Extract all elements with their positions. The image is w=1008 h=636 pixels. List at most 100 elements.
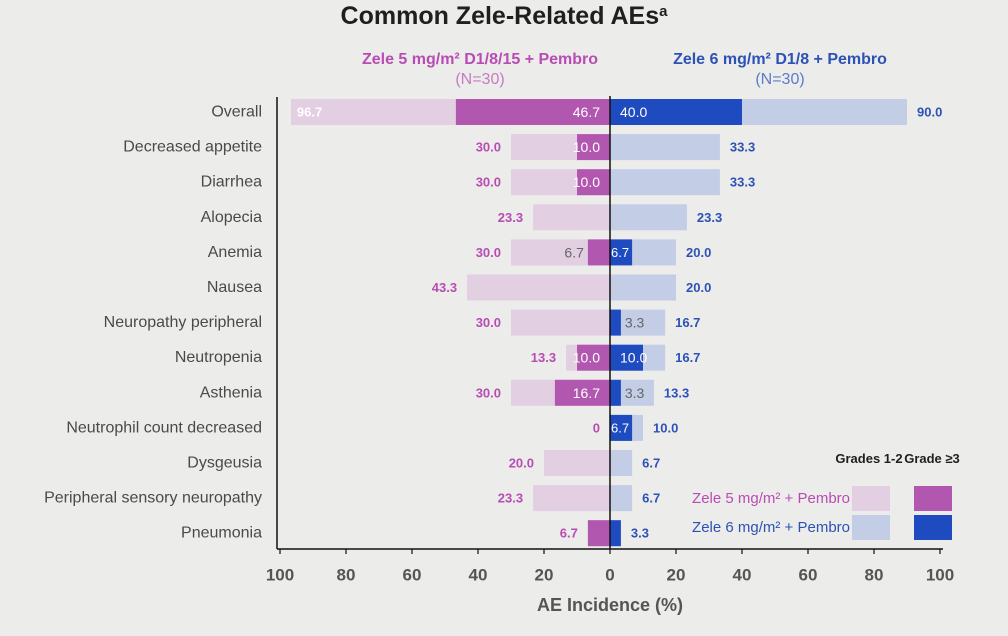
bar-left-grades-12	[533, 485, 610, 512]
grade3-label-right: 10.0	[620, 350, 647, 366]
grade3-label-left: 10.0	[573, 350, 600, 366]
total-label-left: 23.3	[498, 491, 523, 506]
total-label-left: 30.0	[476, 245, 501, 260]
category-label: Overall	[211, 104, 262, 121]
category-label: Neutropenia	[175, 349, 262, 366]
x-tick-label: 80	[337, 566, 356, 585]
total-label-right: 23.3	[697, 210, 722, 225]
bar-right-grade-3	[610, 344, 643, 371]
grade3-label-left: 46.7	[573, 104, 600, 120]
x-tick-label: 40	[733, 566, 752, 585]
x-tick-label: 80	[865, 566, 884, 585]
legend-right-label: Zele 6 mg/m² + Pembro	[692, 519, 850, 536]
title-footnote: a	[659, 3, 668, 20]
category-label: Neutrophil count decreased	[66, 419, 262, 436]
bar-left-grades-12	[533, 204, 610, 231]
total-label-right: 20.0	[686, 245, 711, 260]
legend-grades-12-header: Grades 1-2	[835, 451, 903, 466]
legend-left-label: Zele 5 mg/m² + Pembro	[692, 490, 850, 507]
x-tick-label: 40	[469, 566, 488, 585]
total-label-right: 10.0	[653, 420, 678, 435]
bar-left-grade-3	[587, 520, 610, 547]
total-label-right: 13.3	[664, 385, 689, 400]
bar-left-grade-3	[455, 99, 610, 125]
category-label: Nausea	[207, 279, 262, 296]
grade3-label-right: 6.7	[611, 245, 629, 260]
bar-right-grades-12	[610, 274, 676, 301]
total-label-left: 23.3	[498, 210, 523, 225]
category-label: Pneumonia	[181, 525, 262, 542]
left-arm-header: Zele 5 mg/m² D1/8/15 + Pembro (N=30)	[330, 50, 630, 90]
category-label: Diarrhea	[201, 174, 262, 191]
category-label: Decreased appetite	[123, 139, 262, 156]
category-label: Asthenia	[200, 384, 262, 401]
grade3-label-right: 3.3	[625, 385, 645, 401]
bar-left-grade-3	[577, 169, 610, 196]
x-tick-label: 0	[605, 566, 614, 585]
total-label-right: 6.7	[642, 491, 660, 506]
bar-left-grades-12	[511, 309, 610, 336]
bar-right-grades-12	[610, 204, 687, 231]
legend-grade-3-header: Grade ≥3	[904, 451, 960, 466]
total-label-right: 20.0	[686, 280, 711, 295]
total-label-left: 30.0	[476, 315, 501, 330]
bar-left-grade-3	[577, 134, 610, 161]
bar-right-grades-12	[610, 169, 720, 196]
x-axis-title: AE Incidence (%)	[537, 595, 683, 615]
total-label-left: 30.0	[476, 140, 501, 155]
bar-right-grade-3	[610, 379, 621, 406]
bar-right-grades-12	[610, 485, 633, 512]
total-label-left: 96.7	[297, 105, 322, 120]
total-label-right: 33.3	[730, 140, 755, 155]
bar-left-grade-3	[577, 344, 610, 371]
bar-left-grades-12	[467, 274, 610, 301]
category-label: Anemia	[208, 244, 262, 261]
bar-left-grades-12	[544, 450, 610, 476]
x-tick-label: 20	[535, 566, 554, 585]
category-label: Peripheral sensory neuropathy	[44, 490, 262, 507]
bar-left-grade-3	[587, 239, 610, 266]
bar-right-grade-3	[610, 414, 633, 441]
x-tick-label: 60	[799, 566, 818, 585]
total-label-left: 30.0	[476, 385, 501, 400]
total-label-right: 90.0	[917, 105, 942, 120]
bar-right-grades-12	[610, 134, 720, 161]
grade3-label-left: 6.7	[564, 244, 584, 260]
total-label-right: 16.7	[675, 350, 700, 365]
right-arm-n: (N=30)	[755, 71, 805, 88]
total-label-right: 33.3	[730, 175, 755, 190]
chart-title: Common Zele-Related AEsa	[0, 2, 1008, 31]
category-label: Dysgeusia	[187, 455, 262, 472]
left-arm-n: (N=30)	[455, 71, 505, 88]
bar-right-grade-3	[610, 309, 621, 336]
right-arm-header: Zele 6 mg/m² D1/8 + Pembro (N=30)	[630, 50, 930, 90]
total-label-left: 13.3	[531, 350, 556, 365]
x-tick-label: 100	[266, 566, 294, 585]
bar-left-grade-3	[554, 379, 610, 406]
x-tick-label: 100	[926, 566, 954, 585]
grade3-label-right: 40.0	[620, 104, 647, 120]
category-label: Alopecia	[201, 209, 262, 226]
bar-right-grade-3	[610, 520, 621, 547]
grade3-label-left: 16.7	[573, 385, 600, 401]
grade3-label-left: 10.0	[573, 174, 600, 190]
bar-right-grade-3	[610, 239, 633, 266]
total-label-left: 0	[593, 420, 600, 435]
x-tick-label: 60	[403, 566, 422, 585]
bar-right-grade-3	[610, 99, 742, 125]
total-label-left: 30.0	[476, 175, 501, 190]
grade3-label-left: 10.0	[573, 139, 600, 155]
grade3-label-right: 6.7	[611, 420, 629, 435]
total-label-right: 16.7	[675, 315, 700, 330]
bar-right-grades-12	[610, 450, 633, 476]
total-label-left: 20.0	[509, 456, 534, 471]
total-label-left: 6.7	[560, 526, 578, 541]
total-label-right: 3.3	[631, 526, 649, 541]
x-tick-label: 20	[667, 566, 686, 585]
total-label-left: 43.3	[432, 280, 457, 295]
total-label-right: 6.7	[642, 456, 660, 471]
right-arm-name: Zele 6 mg/m² D1/8 + Pembro	[673, 51, 887, 68]
category-label: Neuropathy peripheral	[104, 314, 262, 331]
